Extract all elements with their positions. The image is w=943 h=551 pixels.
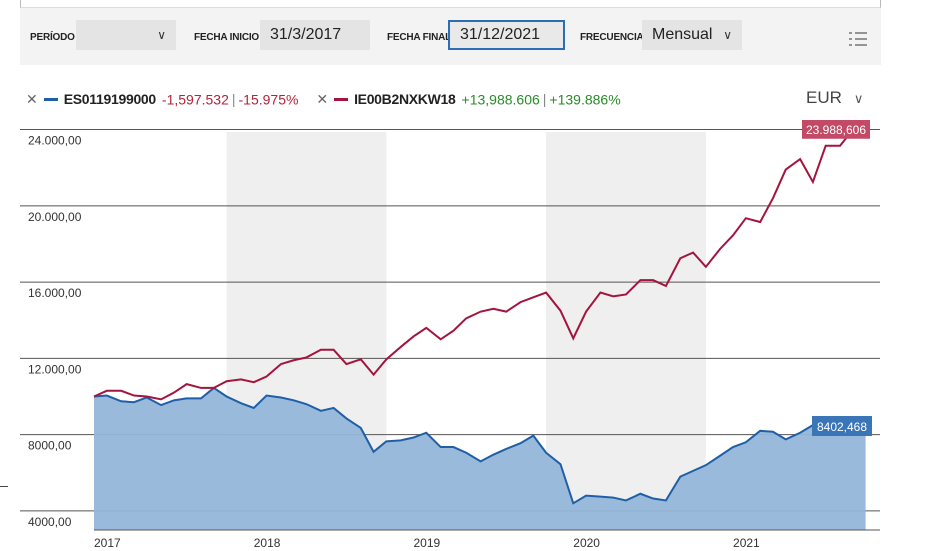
start-date-label: FECHA INICIO [194, 32, 260, 43]
frequency-label: FRECUENCIA [580, 32, 644, 43]
series-2-sep: | [542, 91, 547, 108]
series-1-pct: -15.975% [238, 91, 299, 108]
y-tick-label-1: 20.000,00 [28, 210, 82, 224]
end-date-input[interactable]: 31/12/2021 [448, 20, 565, 50]
series-1-end-label-bg [812, 415, 872, 436]
end-date-value: 31/12/2021 [460, 26, 541, 43]
top-border [20, 0, 881, 8]
chart: 24.000,00 20.000,00 16.000,00 12.000,00 8000… [20, 120, 880, 550]
series-1-name: ES0119199000 [63, 91, 156, 108]
legend: ✕ ES0119199000 -1,597.532 | -15.975% ✕ IE00B2… [26, 90, 621, 110]
x-tick-label-0: 2017 [94, 536, 121, 550]
series-2-line [93, 120, 867, 401]
currency-value: EUR [806, 88, 842, 107]
series-1-abs: -1,597.532 [161, 91, 229, 108]
y-tick-label-4: 8000,00 [28, 439, 72, 453]
x-tick-label-2: 2019 [414, 536, 441, 550]
series-1-area [94, 387, 866, 530]
series-2-swatch [334, 97, 349, 101]
start-date-value: 31/3/2017 [270, 26, 342, 43]
series-1-end-label: 8402,468 [817, 420, 867, 434]
series-2-end-label-bg [802, 120, 870, 139]
series-2-end-label: 23.988,606 [806, 123, 866, 137]
chevron-down-icon: ∨ [723, 28, 732, 42]
series-2-name: IE00B2NXKW18 [354, 91, 456, 108]
x-tick-label-3: 2020 [573, 536, 600, 550]
series-2-pct: +139.886% [549, 91, 621, 108]
period-select[interactable]: ∨ [76, 20, 176, 50]
frequency-select[interactable]: Mensual ∨ [642, 20, 742, 50]
x-tick-label-4: 2021 [733, 536, 760, 550]
x-tick-label-1: 2018 [254, 536, 281, 550]
remove-series-2-icon[interactable]: ✕ [316, 90, 329, 107]
series-2-abs: +13,988.606 [461, 91, 540, 108]
chevron-down-icon: ∨ [853, 91, 864, 106]
y-tick-label-0: 24.000,00 [28, 134, 82, 148]
series-1-line [93, 386, 866, 505]
start-date-input[interactable]: 31/3/2017 [260, 20, 370, 50]
chevron-down-icon: ∨ [157, 28, 166, 42]
y-tick-label-3: 12.000,00 [28, 362, 82, 376]
end-date-label: FECHA FINAL [387, 32, 452, 43]
y-tick-label-2: 16.000,00 [28, 286, 82, 300]
y-tick-label-5: 4000,00 [28, 515, 72, 529]
toolbar: PERÍODO ∨ FECHA INICIO 31/3/2017 FECHA F… [20, 8, 881, 65]
list-menu-icon[interactable] [848, 30, 868, 48]
series-1-sep: | [231, 91, 236, 108]
edge-marker [0, 486, 8, 487]
frequency-value: Mensual [652, 26, 713, 43]
remove-series-1-icon[interactable]: ✕ [26, 90, 38, 107]
series-1-swatch [43, 97, 58, 101]
period-label: PERÍODO [30, 32, 75, 43]
shaded-band-1 [546, 132, 706, 530]
currency-select[interactable]: EUR ∨ [806, 88, 863, 108]
